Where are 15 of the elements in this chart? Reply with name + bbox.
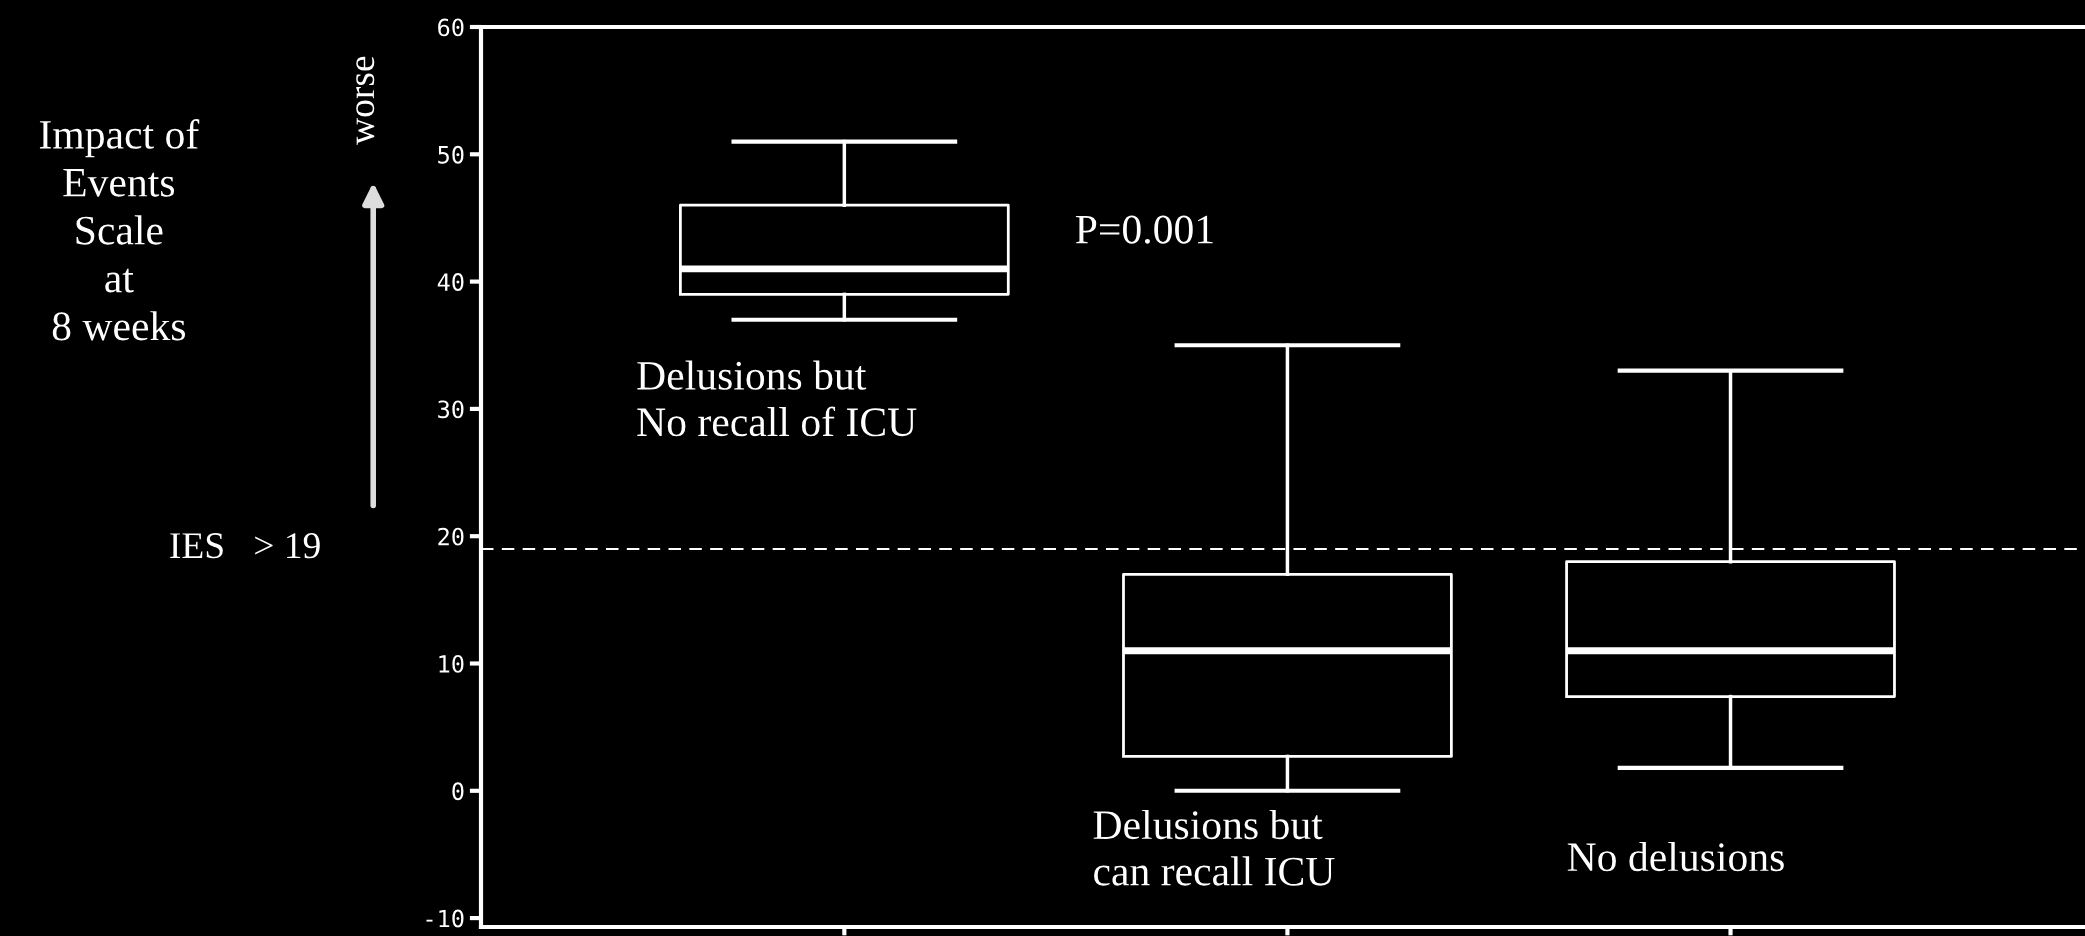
y-tick-label: 30 [438,400,464,419]
y-tick-label: 10 [439,655,464,673]
annotation: P=0.001 [1075,215,1213,244]
annotation: No delusions [1567,841,1784,872]
annotation: Delusions but No recall of ICU [637,360,917,437]
y-tick-label: 20 [438,527,464,546]
y-tick-label: 50 [438,145,464,164]
y-tick-label: 40 [437,273,464,291]
ref-line-label: IES > 19 [170,533,320,559]
y-tick-label: -10 [426,909,464,928]
text: Impact of Events Scale at 8 weeks [39,119,200,341]
y-tick-label: 60 [438,18,464,37]
text: worse [356,56,375,145]
y-tick-label: 0 [452,782,464,801]
annotation: Delusions but can recall ICU [1093,809,1335,886]
